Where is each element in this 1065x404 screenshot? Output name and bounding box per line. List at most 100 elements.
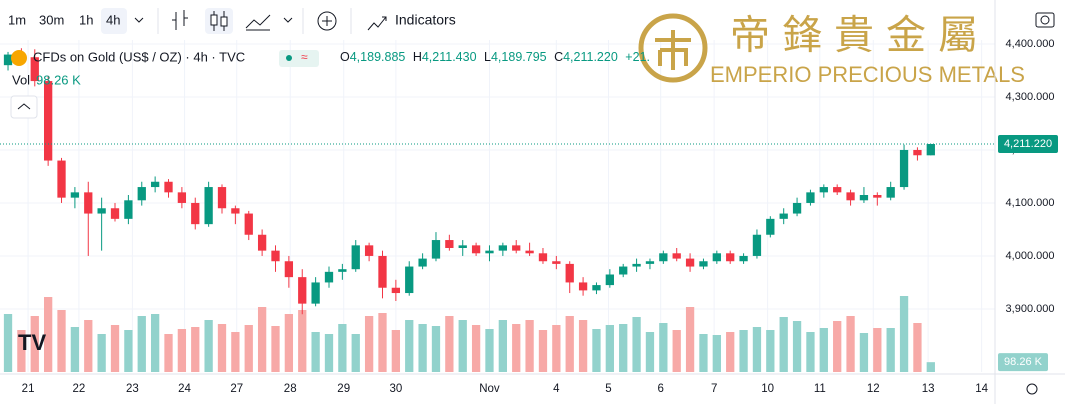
legend: CFDs on Gold (US$ / OZ) · 4h · TVC ≈ O4,… [10,49,650,355]
x-tick-label: 23 [126,383,139,395]
candle-body [779,213,788,219]
volume-bar [97,334,106,372]
candles-active[interactable] [205,8,233,34]
ohlc-letter: O [340,50,350,64]
tv-logo: TV [18,330,46,355]
volume-bar [699,334,708,372]
ohlc-value: 4,211.430 [422,50,477,64]
candle-body [672,253,681,259]
x-tick-label: 14 [975,383,988,395]
volume-bar [137,316,146,372]
ohlc-values: O4,189.885 H4,211.430 L4,189.795 C4,211.… [340,50,650,64]
logo-chinese: 帝鋒貴金屬 [730,14,990,58]
volume-bar [298,310,307,372]
volume-bar [284,314,294,372]
volume-bar [525,320,534,372]
interval-button[interactable]: 4h [106,12,120,27]
last-price-label: 4,211.220 [1004,138,1052,150]
indicators-button[interactable]: Indicators [395,12,456,28]
candle-body [886,187,895,198]
candle-body [324,271,334,283]
dropdown-icon[interactable] [283,17,293,23]
volume-bar [498,320,507,372]
candle-body [685,258,695,267]
candle-body [859,195,869,201]
symbol-icon [11,50,27,66]
candle-body [899,149,909,188]
candle-body [605,274,614,286]
dropdown-icon[interactable] [134,17,144,23]
x-tick-label: 27 [230,383,243,395]
volume-bar [659,323,668,372]
candle-body [217,187,227,209]
candle-body [752,234,762,256]
volume-bar [913,323,922,372]
x-tick-label: 12 [867,383,880,395]
volume-bar [311,332,320,372]
interval-button[interactable]: 1h [79,12,93,27]
compare-icon[interactable] [317,11,337,31]
plot [0,40,995,372]
volume-bar [364,316,374,372]
logo-english: EMPERIO PRECIOUS METALS [710,62,1025,87]
candle-body [806,192,815,203]
volume-bar [485,329,494,372]
candle-body [271,250,280,262]
volume-bar [565,316,574,372]
change-value: +21. [625,50,650,64]
interval-active [101,8,127,34]
volume-bar [833,321,842,372]
candle-body [351,245,360,270]
candle-body [378,255,387,288]
volume-bar [605,325,614,372]
candle-body [485,250,494,254]
candle-body [405,266,414,294]
settings-icon[interactable] [1026,383,1038,395]
grid [0,40,995,372]
volume-bar [110,325,120,372]
volume-bar [792,321,802,372]
interval-button[interactable]: 30m [39,12,64,27]
y-tick-label: 3,900.000 [1006,303,1055,315]
bars-icon[interactable] [172,10,188,30]
candle-body [833,187,842,193]
candle-body [338,269,347,272]
interval-button[interactable]: 1m [8,12,26,27]
volume-bar [418,324,427,372]
volume-bar [84,320,93,372]
area-icon[interactable] [245,14,271,31]
volume-bar [739,330,748,372]
candle-body [512,245,521,251]
volume-bar [712,335,721,372]
volume-bar [164,334,173,372]
candle-body [418,258,427,267]
volume-badge [998,353,1048,372]
candle-body [739,255,748,262]
candle-body [619,266,628,275]
candle-body [565,263,574,283]
volume-title: Vol [12,72,30,87]
candle-body [110,208,120,219]
volume-axis-label: 98.26 K [1004,356,1043,368]
ohlc-letter: H [413,50,422,64]
volume-bar [30,316,39,372]
candle-body [578,282,588,291]
y-tick-label: 4,100.000 [1006,197,1055,209]
candle-body [97,208,106,214]
ohlc-value: 4,189.795 [491,50,547,64]
volume-bar [191,327,200,372]
y-tick-label: 4,300.000 [1006,91,1055,103]
collapse-button[interactable] [10,95,38,119]
candle-body [873,195,882,198]
x-tick-label: 24 [178,383,191,395]
volume-bar [391,330,401,372]
snapshot-icon[interactable] [1035,12,1055,28]
indicators-icon[interactable] [367,16,387,31]
candle-body [471,245,481,254]
candle-body [244,213,253,235]
volume-bar [819,328,828,372]
volume-bar [458,320,467,372]
candle-body [552,261,561,264]
x-tick-label: 6 [657,383,663,395]
candle-body [57,160,66,198]
